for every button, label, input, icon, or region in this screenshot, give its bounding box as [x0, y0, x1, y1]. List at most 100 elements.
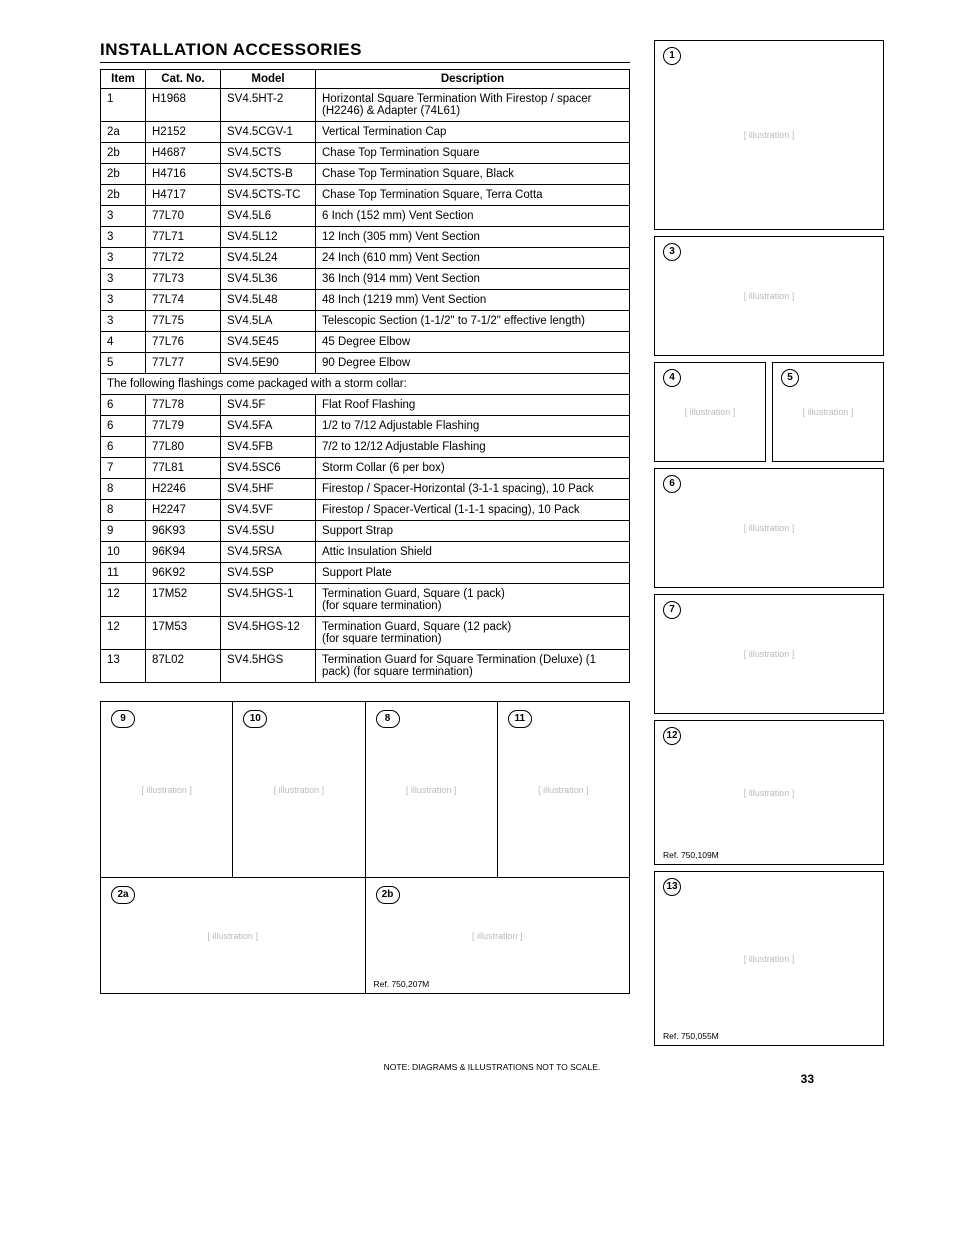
table-row: 8H2247SV4.5VFFirestop / Spacer-Vertical … — [101, 500, 630, 521]
cell-cat: 77L73 — [146, 269, 221, 290]
diagram-illustration: [ illustration ] — [744, 523, 795, 533]
diagram-pair-row: 4[ illustration ]5[ illustration ] — [654, 362, 884, 468]
callout-label: 8 — [376, 710, 400, 728]
diagram-cell-9: 9[ illustration ] — [101, 702, 233, 877]
diagram-cell-10: 10[ illustration ] — [233, 702, 365, 877]
section-title: INSTALLATION ACCESSORIES — [100, 40, 630, 63]
table-row: 996K93SV4.5SUSupport Strap — [101, 521, 630, 542]
cell-desc: 7/2 to 12/12 Adjustable Flashing — [316, 437, 630, 458]
cell-desc: Telescopic Section (1-1/2" to 7-1/2" eff… — [316, 311, 630, 332]
cell-model: SV4.5E90 — [221, 353, 316, 374]
cell-desc: Flat Roof Flashing — [316, 395, 630, 416]
cell-model: SV4.5L48 — [221, 290, 316, 311]
ref-label: Ref. 750,055M — [663, 1031, 719, 1041]
bottom-diagrams: 9[ illustration ]10[ illustration ]8[ il… — [100, 701, 630, 994]
cell-model: SV4.5SP — [221, 563, 316, 584]
cell-cat: 77L72 — [146, 248, 221, 269]
table-row: 377L70SV4.5L66 Inch (152 mm) Vent Sectio… — [101, 206, 630, 227]
cell-cat: 77L76 — [146, 332, 221, 353]
cell-model: SV4.5CTS-B — [221, 164, 316, 185]
cell-model: SV4.5L24 — [221, 248, 316, 269]
cell-cat: 77L80 — [146, 437, 221, 458]
cell-cat: H4687 — [146, 143, 221, 164]
table-row: 677L78SV4.5FFlat Roof Flashing — [101, 395, 630, 416]
table-row: 377L74SV4.5L4848 Inch (1219 mm) Vent Sec… — [101, 290, 630, 311]
diagram-illustration: [ illustration ] — [744, 130, 795, 140]
diagram-illustration: [ illustration ] — [803, 407, 854, 417]
cell-model: SV4.5HGS-1 — [221, 584, 316, 617]
table-row: 2aH2152SV4.5CGV-1Vertical Termination Ca… — [101, 122, 630, 143]
right-diagram-column: 1[ illustration ]3[ illustration ]4[ ill… — [654, 40, 884, 1052]
cell-cat: 77L78 — [146, 395, 221, 416]
table-row: 1387L02SV4.5HGSTermination Guard for Squ… — [101, 650, 630, 683]
cell-model: SV4.5CGV-1 — [221, 122, 316, 143]
cell-cat: 77L79 — [146, 416, 221, 437]
cell-item: 8 — [101, 500, 146, 521]
table-row: 2bH4717SV4.5CTS-TCChase Top Termination … — [101, 185, 630, 206]
cell-item: 3 — [101, 206, 146, 227]
cell-item: 3 — [101, 311, 146, 332]
cell-desc: Firestop / Spacer-Vertical (1-1-1 spacin… — [316, 500, 630, 521]
table-row: 2bH4716SV4.5CTS-BChase Top Termination S… — [101, 164, 630, 185]
cell-desc: Termination Guard for Square Termination… — [316, 650, 630, 683]
cell-item: 5 — [101, 353, 146, 374]
cell-cat: H4716 — [146, 164, 221, 185]
cell-item: 4 — [101, 332, 146, 353]
diagram-illustration: [ illustration ] — [207, 931, 258, 941]
callout-label: 6 — [663, 475, 681, 493]
callout-label: 4 — [663, 369, 681, 387]
cell-item: 7 — [101, 458, 146, 479]
cell-model: SV4.5SC6 — [221, 458, 316, 479]
cell-item: 8 — [101, 479, 146, 500]
cell-cat: 17M52 — [146, 584, 221, 617]
diagram-illustration: [ illustration ] — [274, 785, 325, 795]
cell-desc: Chase Top Termination Square, Black — [316, 164, 630, 185]
col-item: Item — [101, 70, 146, 89]
callout-label: 12 — [663, 727, 681, 745]
cell-desc: Support Plate — [316, 563, 630, 584]
cell-cat: 77L74 — [146, 290, 221, 311]
table-row: 777L81SV4.5SC6Storm Collar (6 per box) — [101, 458, 630, 479]
cell-desc: Vertical Termination Cap — [316, 122, 630, 143]
cell-cat: 77L70 — [146, 206, 221, 227]
diagram-cell-2a: 2a [ illustration ] — [101, 878, 366, 993]
table-row: 477L76SV4.5E4545 Degree Elbow — [101, 332, 630, 353]
cell-desc: Attic Insulation Shield — [316, 542, 630, 563]
col-desc: Description — [316, 70, 630, 89]
cell-cat: 96K92 — [146, 563, 221, 584]
callout-label: 2a — [111, 886, 135, 904]
cell-model: SV4.5F — [221, 395, 316, 416]
table-row: 577L77SV4.5E9090 Degree Elbow — [101, 353, 630, 374]
diagram-illustration: [ illustration ] — [744, 954, 795, 964]
cell-item: 6 — [101, 395, 146, 416]
cell-desc: 36 Inch (914 mm) Vent Section — [316, 269, 630, 290]
diagram-box-13: 13[ illustration ]Ref. 750,055M — [654, 871, 884, 1046]
callout-label: 7 — [663, 601, 681, 619]
cell-model: SV4.5E45 — [221, 332, 316, 353]
table-row: 377L73SV4.5L3636 Inch (914 mm) Vent Sect… — [101, 269, 630, 290]
cell-desc: 12 Inch (305 mm) Vent Section — [316, 227, 630, 248]
cell-cat: H2247 — [146, 500, 221, 521]
diagram-illustration: [ illustration ] — [685, 407, 736, 417]
cell-item: 13 — [101, 650, 146, 683]
table-row: 377L72SV4.5L2424 Inch (610 mm) Vent Sect… — [101, 248, 630, 269]
cell-item: 3 — [101, 227, 146, 248]
table-row: 1217M53SV4.5HGS-12Termination Guard, Squ… — [101, 617, 630, 650]
cell-cat: 87L02 — [146, 650, 221, 683]
cell-cat: H2246 — [146, 479, 221, 500]
diagram-illustration: [ illustration ] — [744, 649, 795, 659]
cell-desc: 1/2 to 7/12 Adjustable Flashing — [316, 416, 630, 437]
table-row: 1217M52SV4.5HGS-1Termination Guard, Squa… — [101, 584, 630, 617]
cell-item: 2b — [101, 143, 146, 164]
table-row: 1H1968SV4.5HT-2Horizontal Square Termina… — [101, 89, 630, 122]
diagram-box-6: 6 [ illustration ] — [654, 468, 884, 588]
diagram-box-5: 5[ illustration ] — [772, 362, 884, 462]
diagram-illustration: [ illustration ] — [744, 291, 795, 301]
cell-desc: Support Strap — [316, 521, 630, 542]
diagram-illustration: [ illustration ] — [538, 785, 589, 795]
table-span-row: The following flashings come packaged wi… — [101, 374, 630, 395]
table-row: 677L79SV4.5FA1/2 to 7/12 Adjustable Flas… — [101, 416, 630, 437]
table-row: 677L80SV4.5FB7/2 to 12/12 Adjustable Fla… — [101, 437, 630, 458]
callout-label: 9 — [111, 710, 135, 728]
callout-label: 1 — [663, 47, 681, 65]
